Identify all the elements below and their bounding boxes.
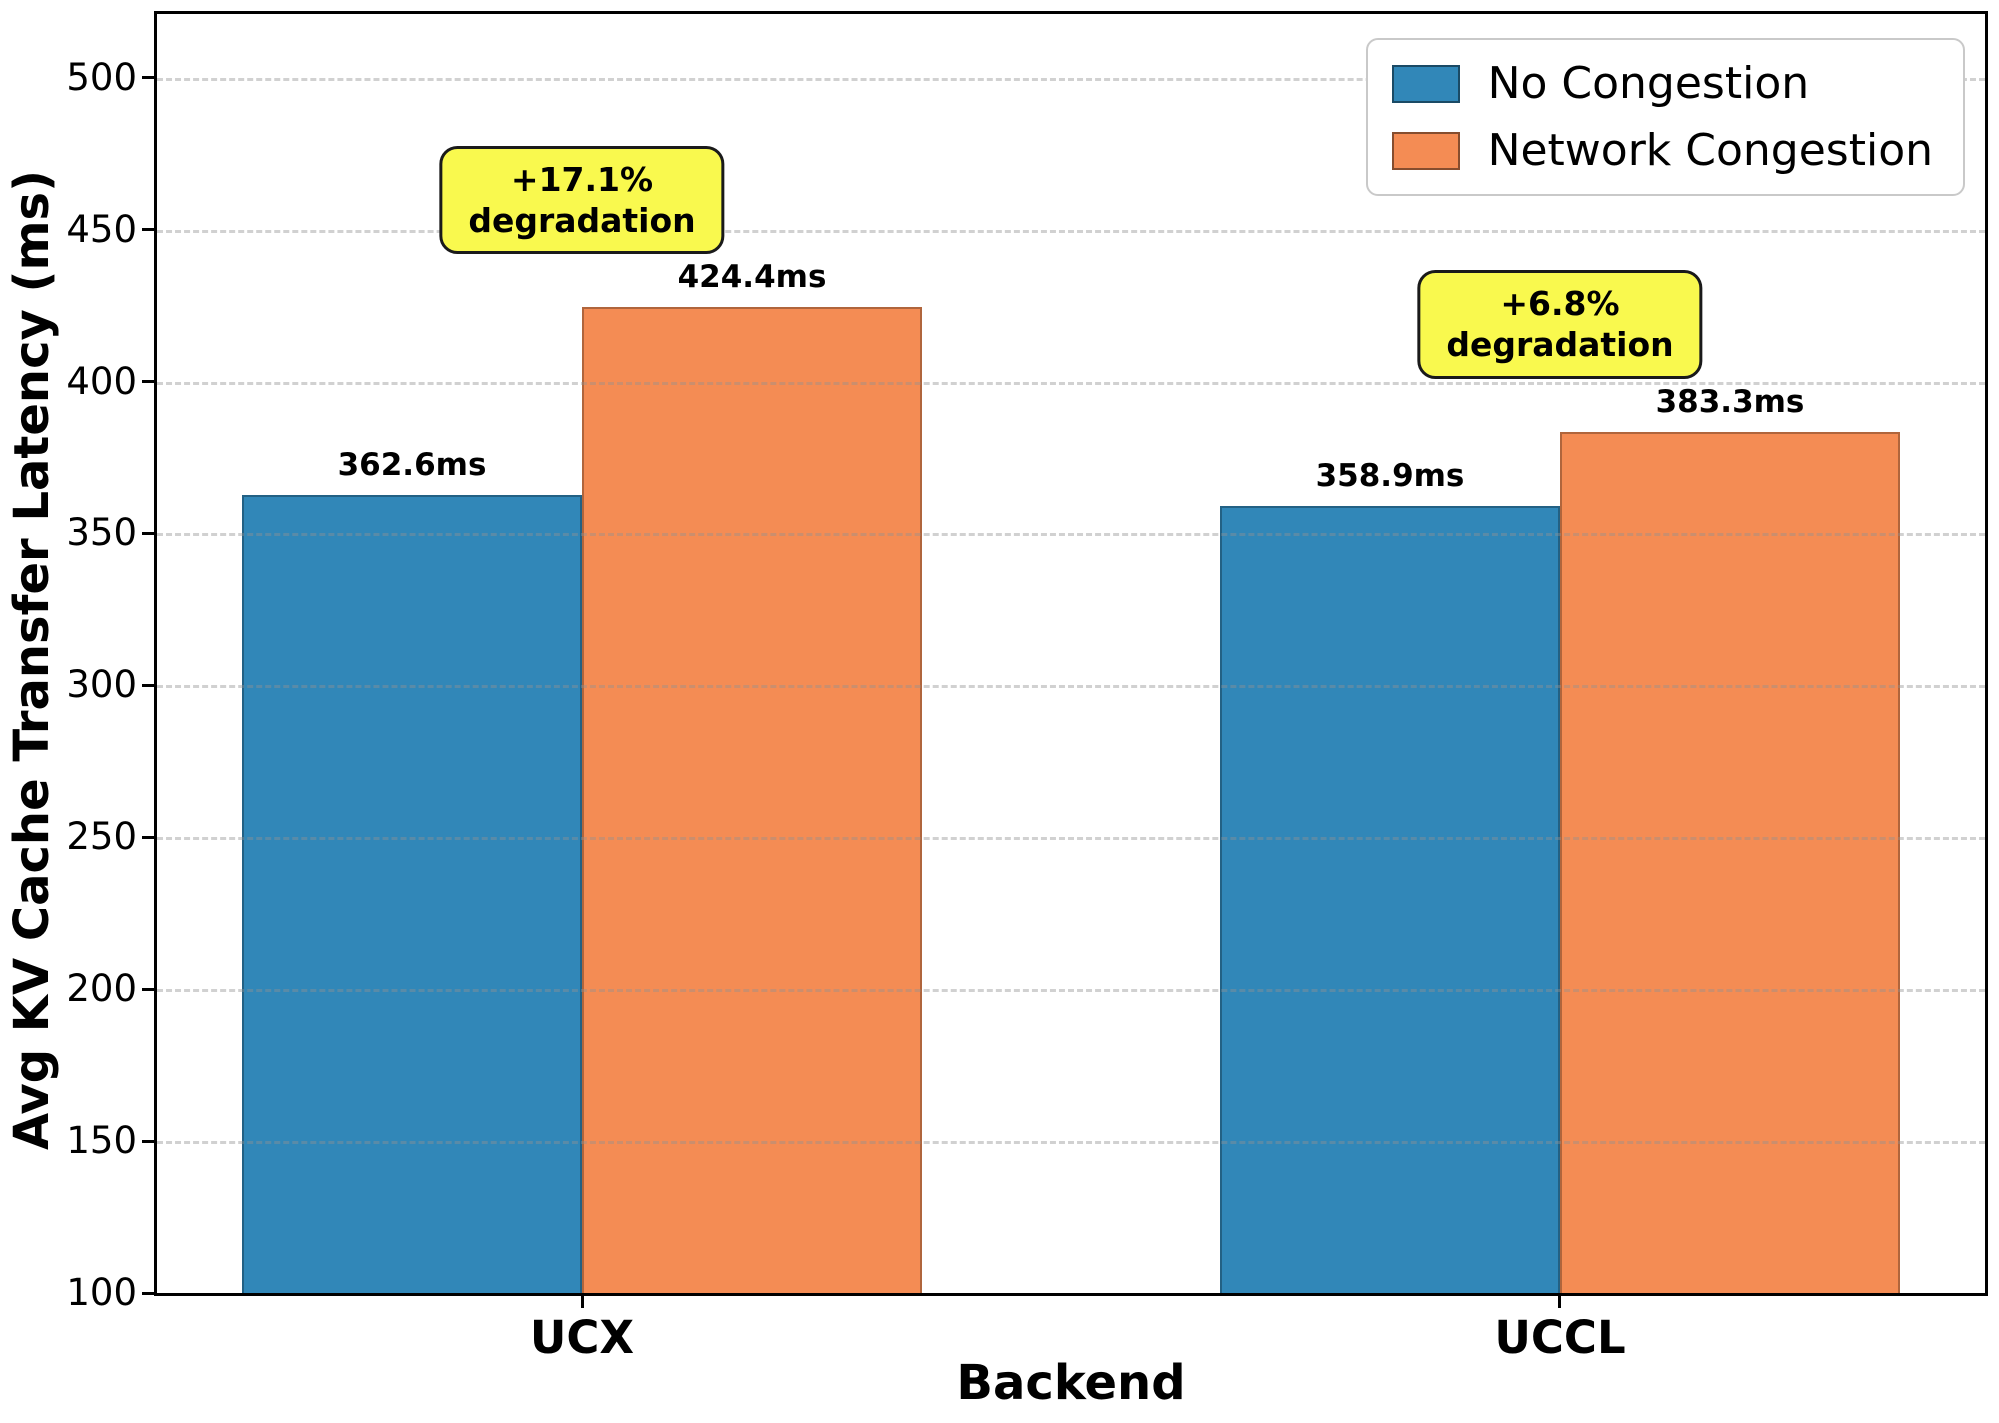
bar-ucx-1 [582, 307, 922, 1293]
ytick-label-150: 150 [66, 1119, 137, 1163]
ytick-label-450: 450 [66, 207, 137, 251]
ytick-label-350: 350 [66, 511, 137, 555]
annotation-line: +6.8% [1500, 284, 1620, 324]
ytick-mark-150 [142, 1139, 154, 1143]
bar-value-label: 424.4ms [677, 259, 827, 296]
ytick-label-300: 300 [66, 663, 137, 707]
ytick-mark-350 [142, 531, 154, 535]
ytick-mark-400 [142, 380, 154, 384]
bars-layer [157, 14, 1985, 1293]
ytick-mark-450 [142, 228, 154, 232]
ytick-mark-250 [142, 835, 154, 839]
bar-uccl-1 [1559, 432, 1900, 1293]
annotation-line: degradation [468, 200, 696, 240]
degradation-annotation-ucx: +17.1% degradation [439, 145, 725, 255]
ytick-label-100: 100 [66, 1271, 137, 1314]
legend-item-no-congestion: No Congestion [1391, 58, 1933, 109]
xtick-mark-ucx [580, 1296, 584, 1308]
bar-value-label: 383.3ms [1655, 384, 1805, 421]
xtick-label-uccl: UCCL [1494, 1311, 1626, 1364]
annotation-line: degradation [1446, 325, 1674, 365]
degradation-annotation-uccl: +6.8% degradation [1417, 270, 1703, 379]
ytick-mark-200 [142, 987, 154, 991]
ytick-label-200: 200 [66, 967, 137, 1011]
legend-label: Network Congestion [1487, 125, 1933, 176]
annotation-line: +17.1% [510, 159, 654, 199]
ytick-mark-300 [142, 683, 154, 687]
bar-value-label: 358.9ms [1315, 458, 1465, 495]
ytick-mark-100 [142, 1291, 154, 1295]
ytick-label-500: 500 [66, 55, 137, 99]
legend-swatch [1391, 64, 1460, 103]
ytick-label-400: 400 [66, 359, 137, 403]
xtick-label-ucx: UCX [529, 1311, 635, 1364]
bar-labels-layer: 362.6ms 424.4ms 358.9ms 383.3ms [157, 14, 1985, 1293]
plot-area: 362.6ms 424.4ms 358.9ms 383.3ms +17.1% degra… [154, 11, 1988, 1296]
x-axis-title: Backend [956, 1355, 1186, 1411]
bar-ucx-0 [242, 495, 582, 1293]
ytick-label-250: 250 [66, 815, 137, 859]
xtick-mark-uccl [1558, 1296, 1562, 1308]
ytick-mark-500 [142, 76, 154, 80]
legend: No Congestion Network Congestion [1365, 38, 1965, 196]
bar-value-label: 362.6ms [337, 447, 487, 484]
legend-swatch [1391, 131, 1460, 170]
annotations-layer: +17.1% degradation +6.8% degradation [157, 14, 1985, 1293]
legend-item-network-congestion: Network Congestion [1391, 125, 1933, 176]
bar-uccl-0 [1219, 506, 1560, 1293]
legend-label: No Congestion [1487, 58, 1810, 109]
